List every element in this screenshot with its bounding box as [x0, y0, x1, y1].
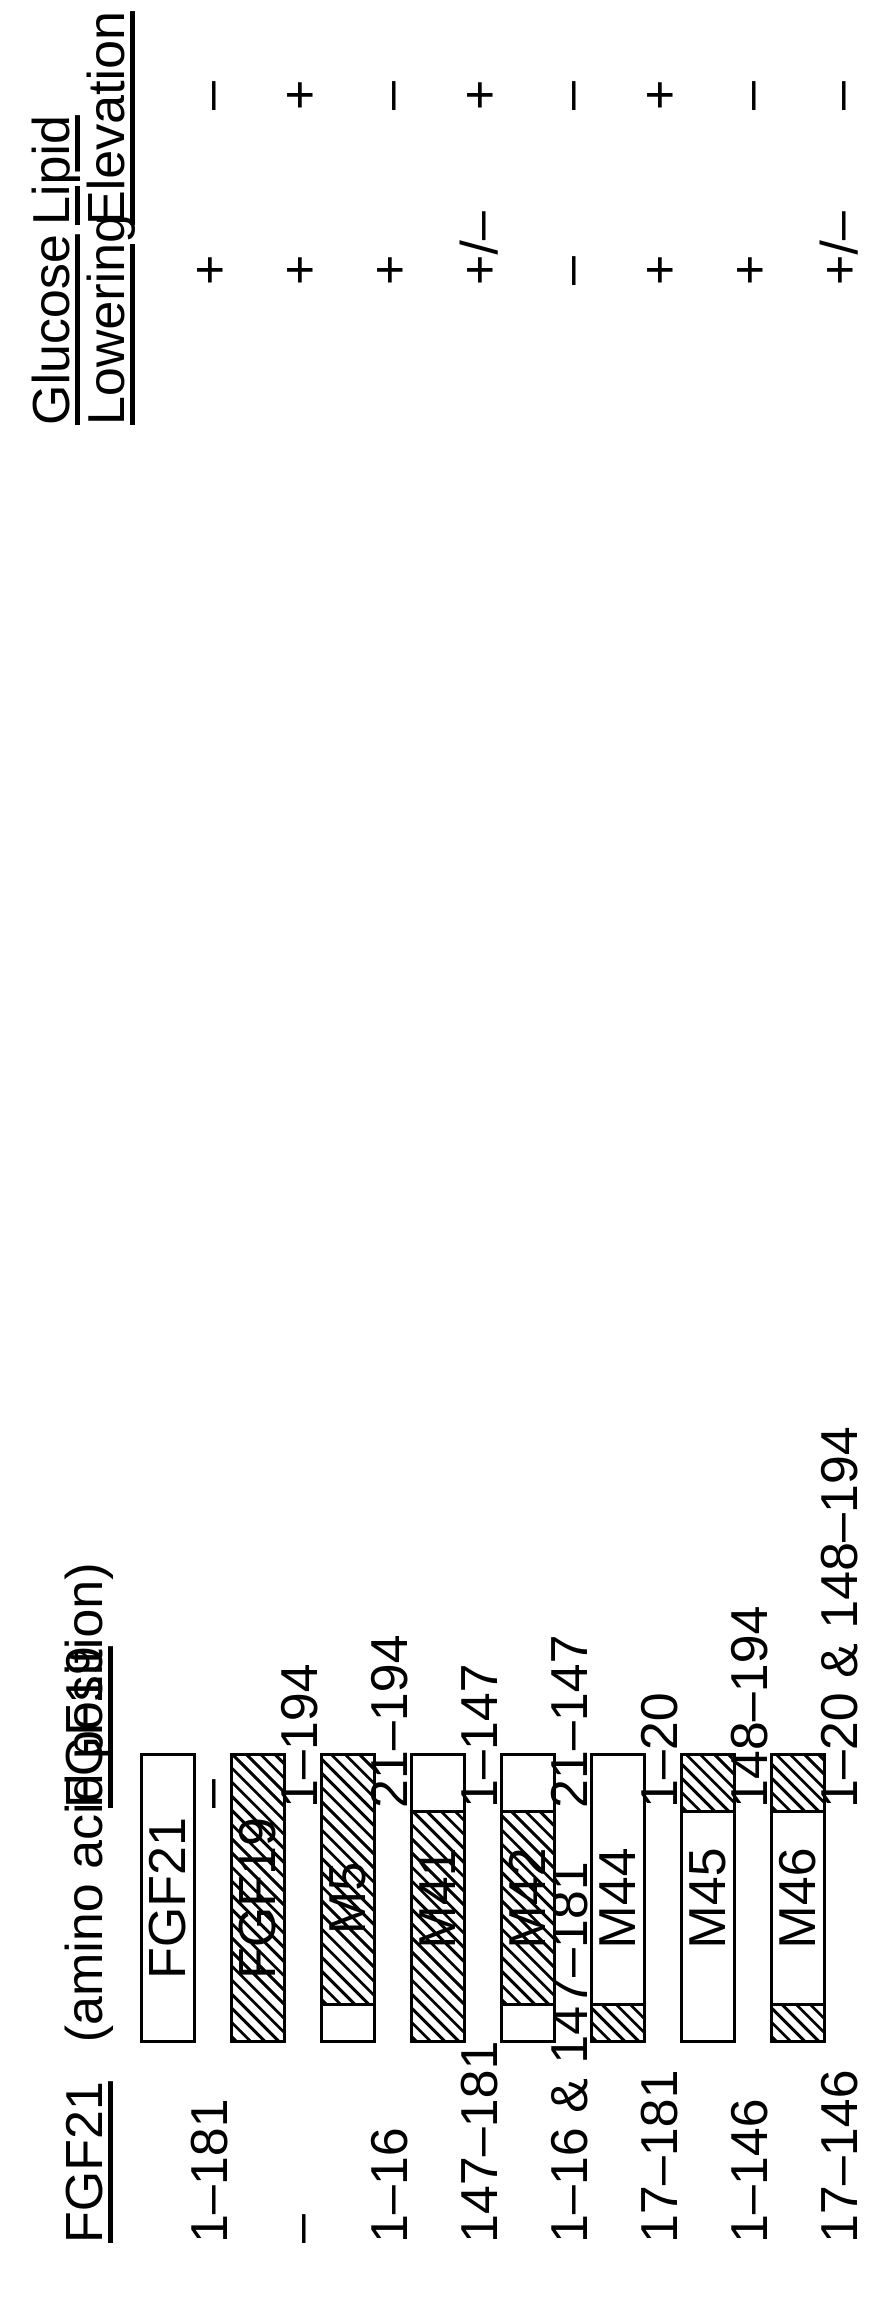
cell-lipid: – [180, 81, 240, 110]
cell-glucose: – [540, 256, 600, 285]
bar-segment [323, 2006, 373, 2040]
cell-fgf21-range: 17–181 [630, 2069, 690, 2243]
header-glucose-line2: Lowering [78, 214, 136, 425]
bar-label: FGF21 [138, 1813, 198, 1983]
header-fgf21: FGF21 [56, 2081, 114, 2243]
cell-glucose: + [360, 255, 420, 285]
cell-glucose: +/– [450, 211, 510, 285]
header-lipid: Lipid Elevation [25, 11, 134, 225]
cell-fgf21-range: – [270, 2214, 330, 2243]
cell-lipid: + [450, 80, 510, 110]
cell-fgf21-range: 147–181 [450, 2041, 510, 2243]
cell-lipid: – [810, 81, 870, 110]
cell-lipid: + [630, 80, 690, 110]
cell-fgf21-range: 1–181 [180, 2098, 240, 2243]
bar-segment [593, 2006, 643, 2040]
cell-fgf21-range: 1–146 [720, 2098, 780, 2243]
cell-lipid: – [720, 81, 780, 110]
figure-page: FGF21 (amino acid position) FGF19 Glucos… [0, 0, 874, 2303]
bar-segment [773, 2006, 823, 2040]
cell-fgf19-range: 1–20 & 148–194 [810, 1426, 870, 1808]
bar-label: M45 [678, 1843, 738, 1952]
bar-label: M5 [318, 1858, 378, 1938]
bar-segment [503, 2006, 553, 2040]
cell-lipid: – [360, 81, 420, 110]
bar-label: M44 [588, 1843, 648, 1952]
bar-label: M42 [498, 1843, 558, 1952]
header-lipid-line2: Elevation [78, 11, 136, 225]
header-glucose-line1: Glucose [23, 234, 81, 425]
cell-lipid: – [540, 81, 600, 110]
cell-lipid: + [270, 80, 330, 110]
bar-label: FGF19 [228, 1813, 288, 1983]
header-lipid-line1: Lipid [23, 115, 81, 225]
cell-glucose: + [270, 255, 330, 285]
header-glucose: Glucose Lowering [25, 214, 134, 425]
cell-glucose: + [180, 255, 240, 285]
header-fgf19: FGF19 [55, 1646, 115, 1808]
cell-glucose: + [720, 255, 780, 285]
cell-glucose: +/– [810, 211, 870, 285]
bar-label: M41 [408, 1843, 468, 1952]
cell-glucose: + [630, 255, 690, 285]
cell-fgf21-range: 1–16 [360, 2127, 420, 2243]
bar-label: M46 [768, 1843, 828, 1952]
cell-fgf21-range: 17–146 [810, 2069, 870, 2243]
